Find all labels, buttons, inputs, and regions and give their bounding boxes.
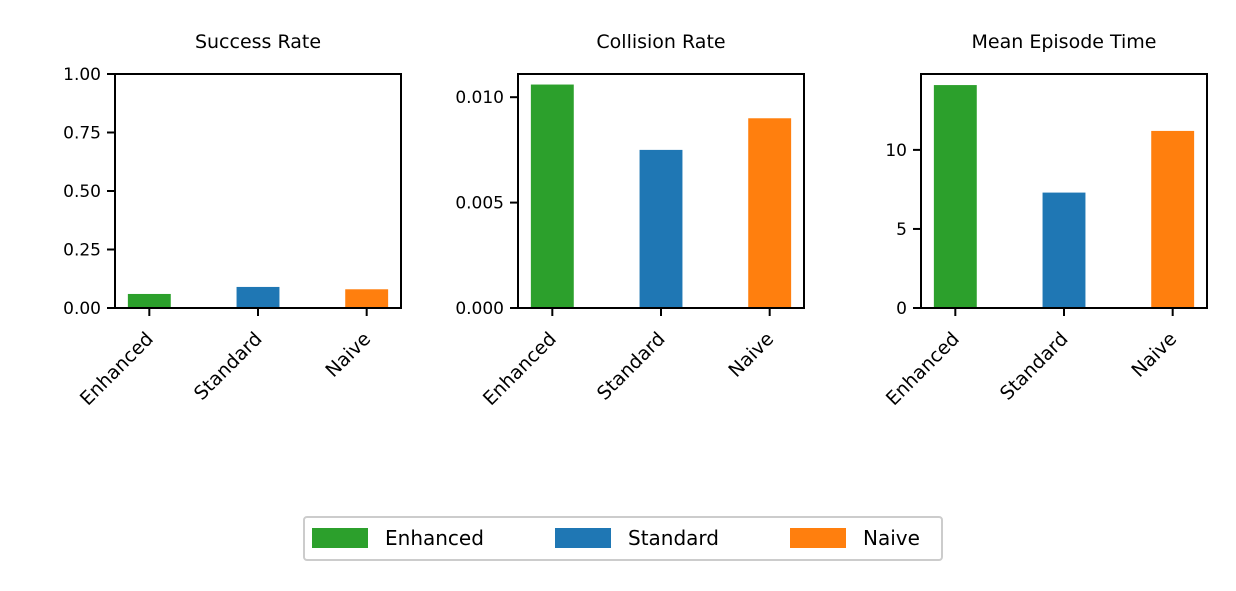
success-rate-xtick-label-enhanced: Enhanced	[76, 328, 158, 410]
mean-episode-time-ytick-label: 10	[885, 141, 907, 161]
legend-label-naive: Naive	[863, 526, 920, 550]
legend-swatch-standard	[555, 528, 611, 548]
mean-episode-time-ytick-label: 5	[896, 220, 907, 240]
collision-rate-title: Collision Rate	[596, 31, 725, 53]
mean-episode-time-bar-enhanced	[933, 85, 977, 308]
collision-rate-ytick-label: 0.010	[455, 88, 504, 108]
success-rate-chart: Success Rate 0.00 0.25 0.50 0.75 1.00 Enhanced…	[63, 31, 402, 410]
success-rate-ytick-label: 0.00	[63, 299, 101, 319]
legend-swatch-naive	[790, 528, 846, 548]
mean-episode-time-xtick-label-standard: Standard	[996, 328, 1073, 405]
collision-rate-bar-enhanced	[530, 84, 574, 308]
mean-episode-time-bar-standard	[1042, 192, 1086, 308]
collision-rate-xtick-label-enhanced: Enhanced	[479, 328, 561, 410]
collision-rate-ytick-label: 0.005	[455, 194, 504, 214]
mean-episode-time-ytick-label: 0	[896, 299, 907, 319]
collision-rate-bar-naive	[748, 118, 792, 309]
legend-label-enhanced: Enhanced	[385, 526, 484, 550]
collision-rate-xtick-label-naive: Naive	[724, 328, 778, 382]
legend: Enhanced Standard Naive	[303, 516, 943, 561]
success-rate-bar-naive	[345, 289, 389, 308]
success-rate-bar-standard	[236, 286, 280, 308]
success-rate-ytick-label: 0.75	[63, 124, 101, 144]
success-rate-xtick-label-naive: Naive	[321, 328, 375, 382]
success-rate-ytick-label: 0.50	[63, 182, 101, 202]
success-rate-ytick-label: 1.00	[63, 65, 101, 85]
success-rate-xtick-label-standard: Standard	[190, 328, 267, 405]
collision-rate-bar-standard	[639, 149, 683, 308]
mean-episode-time-xtick-label-naive: Naive	[1127, 328, 1181, 382]
legend-label-standard: Standard	[628, 526, 719, 550]
mean-episode-time-xtick-label-enhanced: Enhanced	[882, 328, 964, 410]
mean-episode-time-chart: Mean Episode Time 0 5 10 Enhanced Standard Nai…	[882, 31, 1208, 410]
collision-rate-chart: Collision Rate 0.000 0.005 0.010 Enhanced Sta…	[455, 31, 805, 410]
success-rate-axes-frame	[114, 73, 402, 309]
mean-episode-time-title: Mean Episode Time	[972, 31, 1157, 53]
success-rate-title: Success Rate	[195, 31, 321, 53]
collision-rate-xtick-label-standard: Standard	[593, 328, 670, 405]
legend-frame	[303, 516, 943, 561]
mean-episode-time-bar-naive	[1151, 130, 1195, 308]
collision-rate-ytick-label: 0.000	[455, 299, 504, 319]
chart-panels: Success Rate 0.00 0.25 0.50 0.75 1.00 Enhanced…	[63, 31, 1208, 410]
success-rate-bar-enhanced	[127, 293, 171, 308]
success-rate-ytick-label: 0.25	[63, 241, 101, 261]
legend-swatch-enhanced	[312, 528, 368, 548]
